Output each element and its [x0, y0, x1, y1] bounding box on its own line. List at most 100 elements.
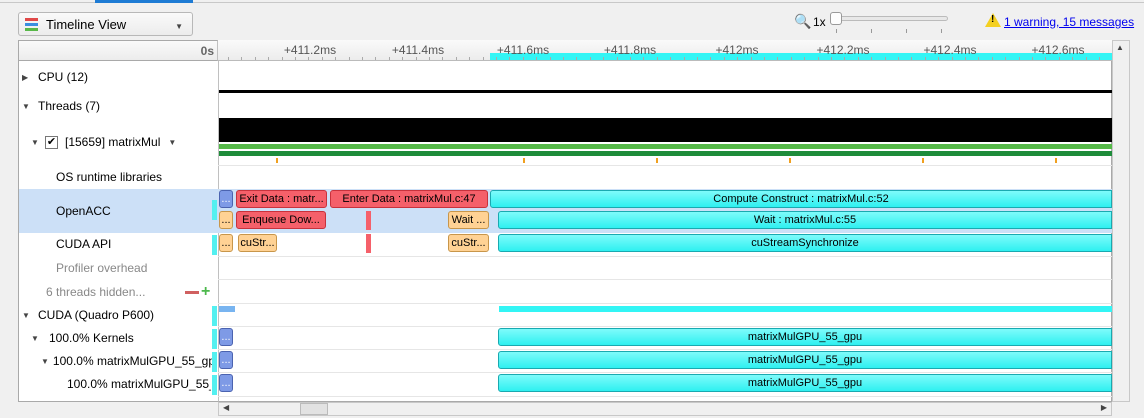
tree-row-cuda-api[interactable]: CUDA API [19, 233, 219, 255]
ruler-minor-tick [442, 57, 444, 60]
tree-row-openacc[interactable]: OpenACC [19, 189, 218, 233]
ruler-minor-tick [764, 57, 765, 60]
tree-row-cpu[interactable]: ▶ CPU (12) [19, 66, 219, 88]
collapse-arrow-icon[interactable]: ▼ [31, 137, 39, 147]
openacc-event[interactable]: ... [219, 190, 233, 208]
cuda-api-custream[interactable]: cuStr... [238, 234, 277, 252]
warnings-messages-link[interactable]: 1 warning, 15 messages [1004, 15, 1135, 29]
chevron-down-icon: ▼ [175, 22, 183, 31]
kernel-matrixmulgpu[interactable]: matrixMulGPU_55_gpu [498, 351, 1112, 369]
kernel-matrixmulgpu[interactable]: matrixMulGPU_55_gpu [498, 328, 1112, 346]
openacc-short-event[interactable] [366, 211, 371, 230]
ruler-minor-tick [388, 57, 390, 60]
cuda-memory-activity [219, 306, 235, 312]
active-tab-indicator[interactable] [95, 0, 193, 3]
ruler-minor-tick [482, 57, 484, 60]
collapse-arrow-icon[interactable]: ▼ [22, 101, 30, 111]
collapse-arrow-icon[interactable]: ▼ [31, 333, 39, 343]
openacc-exit-data[interactable]: Exit Data : matr... [236, 190, 327, 208]
ruler-minor-tick [951, 57, 953, 60]
collapse-arrow-icon[interactable]: ▼ [41, 356, 49, 366]
vertical-scrollbar[interactable]: ▲ [1112, 40, 1130, 402]
cuda-api-custream[interactable]: cuStr... [448, 234, 489, 252]
openacc-enter-data[interactable]: Enter Data : matrixMul.c:47 [330, 190, 488, 208]
tree-row-hidden-threads[interactable]: 6 threads hidden... + [19, 281, 219, 303]
row-label: Profiler overhead [56, 261, 148, 275]
ruler-minor-tick [898, 57, 899, 60]
tree-row-kernel[interactable]: 100.0% matrixMulGPU_55_g [19, 373, 211, 395]
horizontal-scrollbar[interactable]: ◀ ▶ [218, 402, 1112, 416]
horizontal-scroll-thumb[interactable] [300, 403, 328, 415]
ruler-minor-tick [804, 57, 806, 60]
ruler-minor-tick [375, 57, 377, 60]
cuda-api-short-event[interactable] [366, 234, 371, 253]
openacc-enqueue-download[interactable]: Enqueue Dow... [236, 211, 326, 229]
sample-marker [276, 158, 278, 163]
scroll-right-icon[interactable]: ▶ [1100, 403, 1107, 412]
row-label: CPU (12) [38, 70, 89, 84]
row-label: CUDA (Quadro P600) [38, 308, 155, 322]
row-divider [218, 256, 1112, 257]
row-activity-marker [212, 352, 217, 372]
kernel-event[interactable]: ... [219, 351, 233, 369]
tree-row-profiler-overhead[interactable]: Profiler overhead [19, 257, 219, 279]
row-divider [218, 396, 1112, 397]
openacc-compute-construct[interactable]: Compute Construct : matrixMul.c:52 [490, 190, 1112, 208]
sample-marker [656, 158, 658, 163]
expand-arrow-icon[interactable]: ▶ [22, 72, 29, 82]
tree-row-cuda-device[interactable]: ▼ CUDA (Quadro P600) [19, 304, 219, 326]
ruler-minor-tick [697, 57, 698, 60]
ruler-minor-tick [710, 57, 712, 60]
ruler-minor-tick [254, 57, 256, 60]
kernel-matrixmulgpu[interactable]: matrixMulGPU_55_gpu [498, 374, 1112, 392]
minus-icon[interactable] [185, 291, 199, 294]
tick-label: +412ms [715, 43, 759, 57]
openacc-wait-short[interactable]: Wait ... [448, 211, 489, 229]
ruler-minor-tick [1058, 57, 1060, 60]
tick-label: +411.8ms [603, 43, 657, 57]
tree-row-threads[interactable]: ▼ Threads (7) [19, 95, 219, 117]
kernel-event[interactable]: ... [219, 374, 233, 392]
slider-tick [836, 29, 837, 33]
kernel-event[interactable]: ... [219, 328, 233, 346]
warning-icon-mark: ! [991, 14, 995, 25]
row-activity-marker [212, 235, 217, 255]
thread-state-bar [219, 151, 1112, 156]
time-ruler[interactable]: +411.2ms +411.4ms +411.6ms +411.8ms +412… [218, 40, 1112, 61]
cuda-api-event[interactable]: ... [219, 234, 233, 252]
tree-row-process[interactable]: ▼ ✔ [15659] matrixMul ▼ [19, 131, 219, 153]
process-checkbox[interactable]: ✔ [45, 135, 58, 149]
scroll-up-icon[interactable]: ▲ [1116, 43, 1124, 52]
row-label: [15659] matrixMul [65, 135, 161, 149]
ruler-minor-tick [1085, 57, 1087, 60]
tree-row-kernel-group[interactable]: ▼ 100.0% matrixMulGPU_55_gp [19, 350, 212, 372]
scroll-left-icon[interactable]: ◀ [223, 403, 230, 412]
ruler-minor-tick [911, 57, 913, 60]
openacc-wait[interactable]: Wait : matrixMul.c:55 [498, 211, 1112, 229]
row-activity-marker [212, 329, 217, 349]
slider-tick [871, 29, 872, 33]
ruler-minor-tick [616, 57, 618, 60]
ruler-minor-tick [549, 57, 551, 60]
chevron-down-icon[interactable]: ▼ [168, 137, 177, 147]
ruler-minor-tick [496, 57, 497, 60]
slider-tick [941, 29, 942, 33]
openacc-event[interactable]: ... [219, 211, 233, 229]
row-label: CUDA API [56, 237, 112, 251]
ruler-minor-tick [1032, 57, 1033, 60]
collapse-arrow-icon[interactable]: ▼ [22, 310, 30, 320]
zoom-slider[interactable] [830, 16, 948, 21]
tree-row-kernels[interactable]: ▼ 100.0% Kernels [19, 327, 219, 349]
ruler-kernel-range [490, 53, 1112, 60]
row-label: 100.0% matrixMulGPU_55_gp [52, 354, 212, 368]
row-divider [218, 279, 1112, 280]
row-activity-marker [212, 375, 217, 395]
cuda-api-custreamsynchronize[interactable]: cuStreamSynchronize [498, 234, 1112, 252]
zoom-slider-thumb[interactable] [830, 12, 842, 25]
tree-row-os-runtime[interactable]: OS runtime libraries [19, 166, 219, 188]
row-label: OpenACC [56, 204, 111, 218]
plus-icon[interactable]: + [201, 283, 211, 300]
view-selector-dropdown[interactable]: Timeline View ▼ [18, 12, 193, 36]
ruler-minor-tick [884, 57, 886, 60]
ruler-minor-tick [1005, 57, 1007, 60]
